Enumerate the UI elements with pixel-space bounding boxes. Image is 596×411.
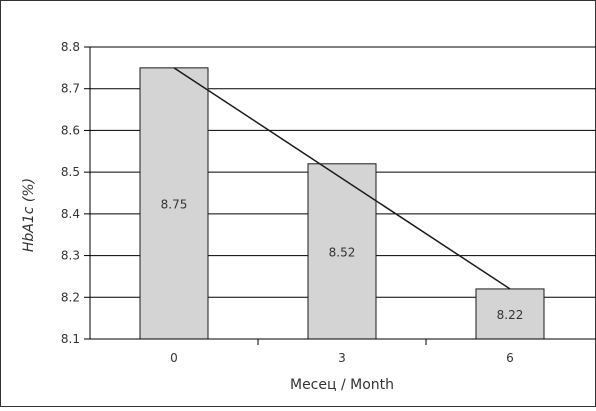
x-axis-label: Месец / Month <box>290 377 394 393</box>
y-tick-label: 8.6 <box>61 123 80 137</box>
data-label: 8.52 <box>329 245 356 259</box>
trendline <box>173 67 511 290</box>
y-tick-label: 8.1 <box>61 332 80 346</box>
bar <box>139 67 209 340</box>
x-tick-label: 3 <box>338 351 346 365</box>
labels: 8.1 8.2 8.3 8.4 8.5 8.6 8.7 8.8 8.75 0 8.52 3 8.22 6 <box>61 40 523 365</box>
data-label: 8.22 <box>497 308 524 322</box>
axes <box>84 46 596 345</box>
data-label: 8.75 <box>161 197 188 211</box>
bars <box>139 67 545 340</box>
y-tick-label: 8.4 <box>61 207 80 221</box>
y-tick-label: 8.7 <box>61 82 80 96</box>
y-tick-label: 8.5 <box>61 165 80 179</box>
x-tick-label: 6 <box>506 351 514 365</box>
bar <box>475 288 545 340</box>
y-tick-label: 8.8 <box>61 40 80 54</box>
x-tick-label: 0 <box>170 351 178 365</box>
y-tick-label: 8.2 <box>61 290 80 304</box>
y-tick-label: 8.3 <box>61 249 80 263</box>
y-axis-label: HbA1c (%) <box>21 178 37 252</box>
